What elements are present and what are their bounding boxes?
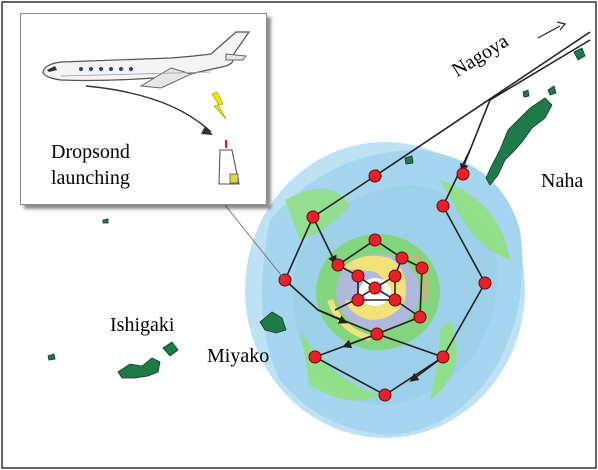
drop-point [413,310,427,324]
label-miyako: Miyako [207,345,270,367]
islands [47,47,586,379]
drop-point [331,258,345,272]
drop-points [278,167,492,402]
drop-point [368,281,382,295]
drop-point [388,293,402,307]
drop-point [395,251,409,265]
island-small [522,89,530,98]
route-inbound [372,31,591,178]
caption-line-2: launching [51,167,130,189]
aircraft-icon [42,31,251,89]
lightning-icon [211,91,227,120]
island-small [547,85,557,96]
okinawa-island [485,97,553,186]
drop-point [370,327,384,341]
drop-point [478,276,492,290]
dropsonde-icon [218,140,240,185]
inset-caption: Dropsond launching [51,139,130,191]
drop-point [351,293,365,307]
drop-point [436,199,450,213]
island-small [47,353,56,361]
caption-line-1: Dropsond [51,141,130,163]
drop-point [378,388,392,402]
island-small [404,155,414,165]
drop-point [351,269,365,283]
label-ishigaki: Ishigaki [110,314,175,336]
drop-point [368,169,382,183]
drop-point [415,261,429,275]
drop-point [308,350,322,364]
drop-point [456,167,470,181]
ishigaki-island [117,357,161,379]
drop-point [306,210,320,224]
miyako-island [259,311,287,334]
drop-point [368,233,382,247]
inset-drawing [42,31,251,185]
dropsonde-inset: Dropsond launching [20,13,267,205]
direction-arrow-icon [537,21,567,39]
island-small [102,218,109,224]
label-naha: Naha [541,170,584,192]
drop-point [388,269,402,283]
drop-point [436,350,450,364]
island-small [573,47,586,61]
island-small [162,341,179,357]
